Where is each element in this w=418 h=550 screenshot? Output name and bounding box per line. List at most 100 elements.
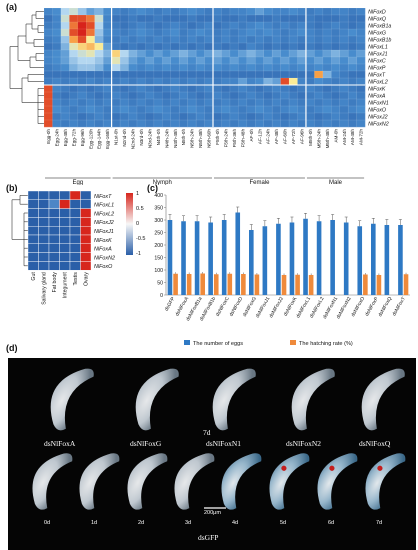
heat-cell: [48, 243, 60, 253]
heat-cell: [204, 29, 214, 37]
heat-cell: [322, 78, 332, 86]
x-tick-label: dsNlFoxP: [364, 296, 380, 317]
heat-cell: [145, 36, 155, 44]
heat-cell: [94, 120, 104, 128]
heat-cell: [77, 106, 87, 114]
heat-cell: [348, 43, 357, 51]
bar-eggs: [371, 223, 376, 295]
heat-cell: [272, 36, 281, 44]
heat-cell: [52, 113, 62, 121]
heat-cell: [331, 50, 340, 58]
heat-cell: [27, 190, 39, 201]
heat-cell: [52, 92, 62, 100]
col-label-a: Egg-144h: [97, 129, 102, 149]
heat-cell: [348, 29, 357, 37]
heat-cell: [120, 15, 129, 23]
heat-cell: [86, 120, 95, 128]
heat-cell: [289, 50, 298, 58]
heat-cell: [272, 106, 281, 114]
heat-cell: [77, 99, 87, 107]
heatmap-b: NlFoxT NlFoxL1 NlFoxL2 NlFoxJ2 NlFoxJ1 NlFoxK…: [11, 190, 145, 305]
heat-cell: [69, 71, 78, 79]
heat-cell: [280, 106, 290, 114]
heat-cell: [44, 113, 53, 121]
heat-cell: [170, 64, 180, 72]
heat-cell: [111, 120, 121, 128]
heat-cell: [289, 57, 298, 65]
heat-cell: [204, 43, 214, 51]
heat-cell: [305, 15, 315, 23]
heat-cell: [263, 36, 273, 44]
top-label-1: dsNlFoxG: [130, 439, 162, 448]
heat-cell: [153, 22, 163, 30]
heat-cell: [179, 22, 188, 30]
heat-cell: [238, 43, 247, 51]
heat-cell: [348, 8, 357, 16]
heat-cell: [69, 252, 81, 262]
col-label-a: AM-24h: [342, 129, 347, 146]
heat-cell: [136, 120, 146, 128]
row-label-a: NlFoxA: [368, 94, 386, 100]
bar-hatching: [295, 274, 300, 295]
legend-swatch-hatching: [290, 340, 296, 345]
heat-cell: [77, 120, 87, 128]
heat-cell: [111, 15, 121, 23]
bar-hatching: [254, 274, 260, 295]
heat-cell: [246, 36, 256, 44]
col-label-a: M5th-24h: [316, 129, 321, 149]
heat-cell: [77, 43, 87, 51]
heat-cell: [314, 106, 324, 114]
heat-cell: [128, 99, 138, 107]
heat-cell: [356, 15, 366, 23]
heat-cell: [196, 85, 205, 93]
heat-cell: [263, 29, 273, 37]
y-tick-label: 100: [154, 268, 163, 274]
heat-cell: [94, 57, 104, 65]
heat-cell: [246, 15, 256, 23]
bar-hatching: [363, 274, 368, 295]
heat-cell: [38, 234, 50, 245]
heat-cell: [111, 22, 121, 30]
heat-cell: [187, 92, 197, 100]
heat-cell: [145, 78, 155, 86]
heat-cell: [297, 15, 307, 23]
heat-cell: [289, 43, 298, 51]
heat-cell: [120, 43, 129, 51]
col-label-b: Fat body: [52, 272, 58, 293]
col-label-a: F5th-48h: [240, 129, 245, 148]
heat-cell: [111, 36, 121, 44]
heat-cell: [196, 22, 205, 30]
heat-cell: [128, 22, 138, 30]
heat-cell: [94, 78, 104, 86]
heat-cell: [221, 8, 231, 16]
heat-cell: [196, 120, 205, 128]
y-tick-label: 400: [154, 193, 163, 199]
y-tick-label: 150: [154, 256, 163, 262]
heat-cell: [111, 57, 121, 65]
heat-cell: [103, 113, 112, 121]
eye-spot: [377, 465, 383, 471]
heat-cell: [145, 8, 155, 16]
embryo-bottom-2: [127, 453, 168, 510]
heat-cell: [162, 43, 171, 51]
heat-cell: [77, 64, 87, 72]
col-label-a: Egg-72h: [71, 129, 76, 147]
heat-cell: [339, 85, 349, 93]
col-label-a: AF-0h: [249, 129, 254, 142]
heat-cell: [297, 92, 307, 100]
heat-cell: [221, 57, 231, 65]
heat-cell: [59, 261, 71, 271]
heat-cell: [221, 36, 231, 44]
heat-cell: [44, 29, 53, 37]
heat-cell: [213, 113, 222, 121]
heat-cell: [136, 113, 146, 121]
heat-cell: [136, 57, 146, 65]
heat-cell: [128, 71, 138, 79]
bar-hatching: [173, 273, 178, 295]
heat-cell: [153, 57, 163, 65]
heat-cell: [289, 78, 298, 86]
heat-cell: [170, 15, 180, 23]
heat-cell: [69, 64, 78, 72]
heat-cell: [246, 113, 256, 121]
heat-cell: [145, 92, 155, 100]
